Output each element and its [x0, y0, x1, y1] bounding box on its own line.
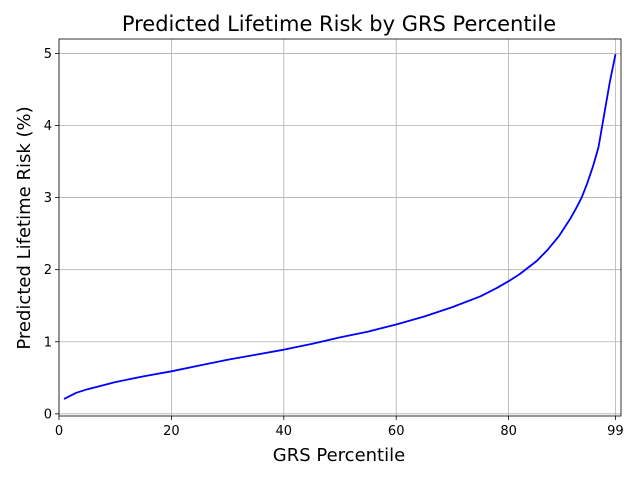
y-tick-label: 4 [44, 119, 52, 134]
y-tick-label: 0 [44, 407, 52, 422]
y-tick-label: 3 [44, 191, 52, 206]
y-tick-label: 5 [44, 47, 52, 62]
y-tick-label: 1 [44, 335, 52, 350]
y-axis-label: Predicted Lifetime Risk (%) [14, 106, 35, 349]
ticks: 0 20 40 60 80 99 0 1 2 3 4 5 [44, 47, 624, 439]
axes-frame [58, 38, 622, 417]
series-layer [63, 53, 617, 400]
grid [58, 39, 621, 416]
y-tick-label: 2 [44, 263, 52, 278]
chart-title: Predicted Lifetime Risk by GRS Percentil… [122, 12, 556, 36]
x-tick-label: 80 [500, 424, 517, 439]
x-tick-label: 99 [607, 424, 624, 439]
series-line [63, 53, 617, 400]
x-tick-label: 40 [276, 424, 293, 439]
x-axis-label: GRS Percentile [273, 445, 405, 466]
x-tick-label: 20 [163, 424, 180, 439]
x-tick-label: 60 [388, 424, 405, 439]
x-tick-label: 0 [55, 424, 63, 439]
